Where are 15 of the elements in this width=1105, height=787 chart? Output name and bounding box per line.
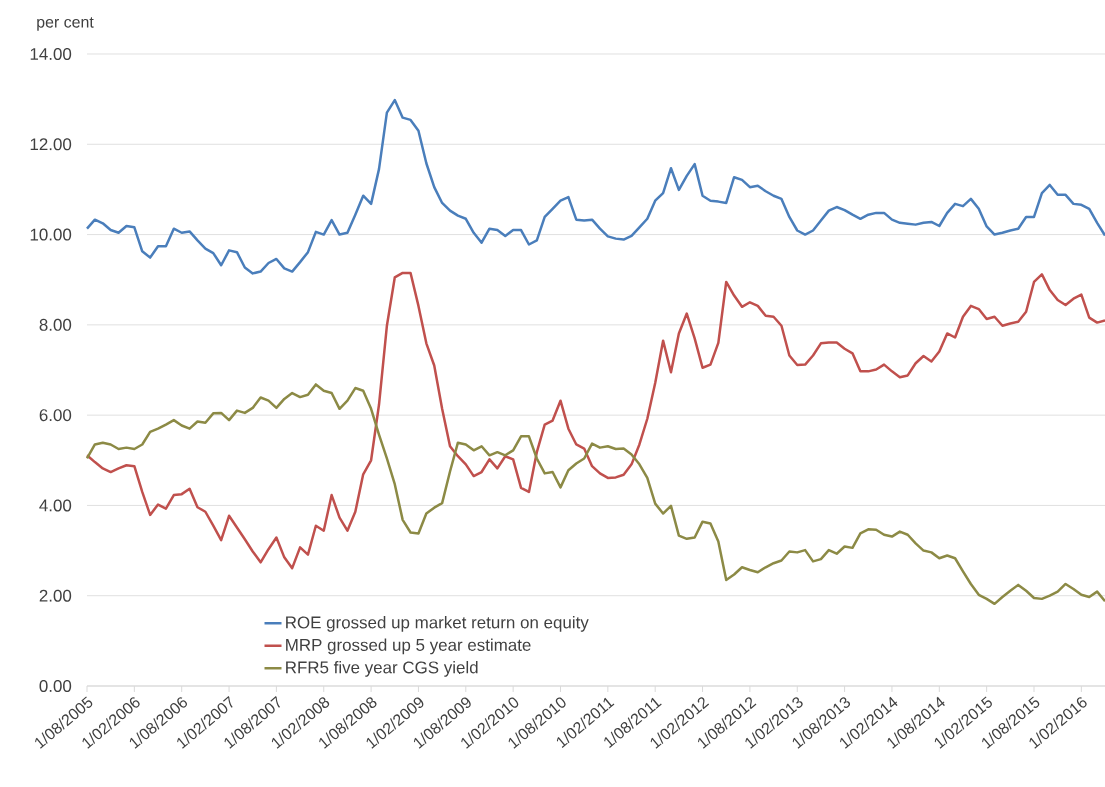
y-tick-label: 0.00 — [39, 680, 72, 692]
y-tick-label: 2.00 — [39, 589, 72, 602]
y-tick-label: 10.00 — [30, 228, 72, 241]
y-axis-title: per cent — [37, 17, 94, 31]
y-tick-label: 12.00 — [30, 138, 72, 151]
legend-label: RFR5 five year CGS yield — [286, 660, 478, 677]
line-series — [85, 383, 1105, 606]
legend-label: ROE grossed up market return on equity — [286, 615, 589, 632]
line-series — [85, 271, 1105, 570]
y-tick-label: 6.00 — [39, 409, 72, 422]
y-tick-label: 14.00 — [30, 47, 72, 60]
y-tick-label: 8.00 — [39, 318, 72, 331]
line-series — [85, 98, 1105, 275]
y-tick-label: 4.00 — [39, 499, 72, 512]
legend-label: MRP grossed up 5 year estimate — [286, 638, 531, 655]
